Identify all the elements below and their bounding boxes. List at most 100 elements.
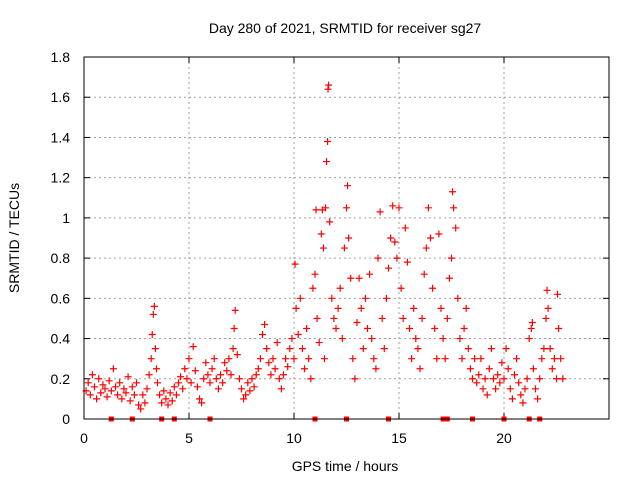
data-point bbox=[347, 274, 355, 282]
data-point bbox=[460, 325, 468, 332]
data-point bbox=[418, 314, 426, 322]
data-point bbox=[252, 371, 260, 379]
data-point bbox=[399, 314, 407, 322]
data-point bbox=[156, 391, 164, 399]
data-point bbox=[389, 202, 397, 210]
data-point bbox=[424, 204, 432, 212]
data-point bbox=[231, 306, 239, 314]
data-point bbox=[481, 375, 489, 383]
data-point bbox=[101, 385, 109, 393]
data-point bbox=[303, 325, 311, 332]
data-point bbox=[464, 345, 472, 353]
data-point bbox=[120, 385, 128, 393]
y-axis-label: SRMTID / TECUs bbox=[6, 183, 22, 293]
data-point bbox=[326, 218, 334, 226]
data-point bbox=[240, 395, 248, 403]
data-point bbox=[387, 234, 395, 242]
data-point bbox=[345, 234, 353, 242]
data-point bbox=[540, 345, 548, 353]
data-point bbox=[152, 365, 160, 373]
data-point bbox=[244, 379, 252, 387]
data-point bbox=[200, 375, 208, 383]
data-point bbox=[118, 395, 126, 403]
data-point bbox=[433, 355, 441, 363]
data-point bbox=[479, 385, 487, 393]
data-point bbox=[265, 359, 273, 367]
data-point bbox=[95, 375, 103, 383]
data-point bbox=[177, 373, 185, 381]
data-point bbox=[511, 371, 518, 379]
data-point bbox=[256, 355, 264, 363]
data-point bbox=[382, 294, 390, 302]
data-point bbox=[340, 244, 348, 252]
data-point bbox=[359, 345, 367, 353]
data-point bbox=[441, 355, 449, 363]
data-point bbox=[166, 389, 174, 397]
data-point bbox=[452, 224, 460, 232]
x-tick-label: 20 bbox=[496, 430, 512, 446]
data-point bbox=[191, 367, 199, 375]
data-point bbox=[164, 401, 172, 409]
data-point bbox=[193, 383, 201, 391]
data-point bbox=[202, 359, 210, 367]
data-point bbox=[364, 325, 371, 332]
data-point bbox=[391, 238, 399, 246]
data-point bbox=[109, 365, 117, 373]
data-point bbox=[475, 371, 483, 379]
data-point bbox=[273, 339, 281, 347]
data-point bbox=[548, 365, 556, 373]
data-point bbox=[235, 375, 243, 383]
data-point bbox=[172, 391, 180, 399]
data-point bbox=[550, 355, 558, 363]
data-point bbox=[204, 371, 212, 379]
data-point bbox=[527, 325, 535, 332]
y-tick-label: 1.4 bbox=[51, 129, 71, 145]
data-point bbox=[124, 373, 132, 381]
data-point bbox=[322, 204, 329, 212]
data-point bbox=[355, 274, 363, 282]
data-point bbox=[534, 395, 542, 403]
data-point bbox=[242, 391, 250, 399]
data-point bbox=[259, 331, 266, 339]
data-point bbox=[214, 385, 222, 393]
data-point bbox=[313, 314, 321, 322]
data-point bbox=[420, 270, 428, 278]
data-point bbox=[544, 304, 552, 312]
data-point bbox=[543, 286, 551, 294]
data-point bbox=[170, 383, 178, 391]
data-point bbox=[275, 375, 283, 383]
data-point bbox=[105, 377, 113, 385]
x-axis-label: GPS time / hours bbox=[292, 458, 399, 474]
data-point bbox=[154, 379, 161, 387]
data-point bbox=[439, 335, 447, 343]
data-point bbox=[183, 375, 191, 383]
data-point bbox=[229, 345, 237, 353]
data-point bbox=[557, 355, 565, 363]
data-point bbox=[368, 335, 376, 343]
data-point bbox=[263, 345, 271, 353]
data-point bbox=[469, 375, 476, 383]
data-point bbox=[112, 383, 119, 391]
data-point bbox=[230, 325, 238, 332]
data-point bbox=[553, 375, 560, 383]
plot-frame bbox=[83, 56, 610, 420]
data-point bbox=[370, 355, 378, 363]
data-point bbox=[93, 395, 101, 403]
data-point bbox=[546, 345, 554, 353]
data-point bbox=[374, 254, 382, 262]
y-tick-label: 0.6 bbox=[51, 290, 71, 306]
data-point bbox=[414, 345, 422, 353]
data-point bbox=[361, 294, 369, 302]
data-point bbox=[271, 365, 279, 373]
data-point bbox=[305, 355, 313, 363]
data-point bbox=[483, 391, 491, 399]
data-point bbox=[149, 310, 157, 318]
data-point bbox=[296, 294, 304, 302]
data-point bbox=[555, 325, 563, 332]
data-point bbox=[147, 355, 155, 363]
x-tick-label: 15 bbox=[391, 430, 407, 446]
x-tick-label: 10 bbox=[286, 430, 302, 446]
data-point bbox=[506, 385, 514, 393]
data-point bbox=[397, 284, 405, 292]
data-point bbox=[466, 365, 474, 373]
